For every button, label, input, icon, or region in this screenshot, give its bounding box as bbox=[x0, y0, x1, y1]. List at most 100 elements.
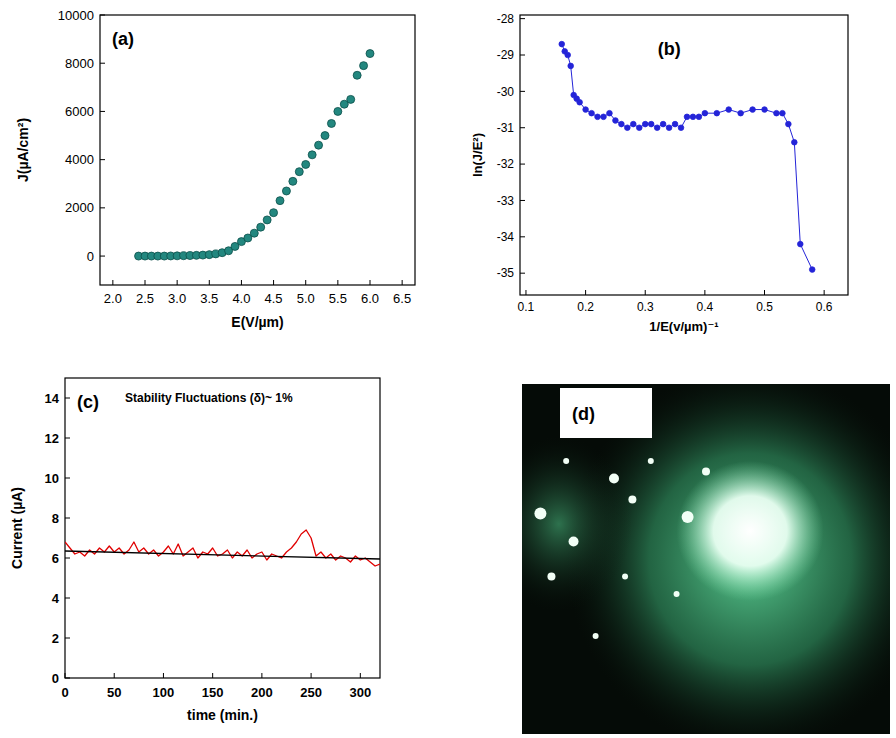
y-tick bbox=[520, 91, 525, 92]
y-tick-label: 6 bbox=[52, 551, 59, 566]
data-point bbox=[315, 141, 323, 149]
y-tick-label: 10000 bbox=[58, 8, 94, 23]
x-tick bbox=[163, 673, 164, 678]
y-tick bbox=[100, 63, 105, 64]
y-tick bbox=[100, 159, 105, 160]
data-point bbox=[353, 71, 361, 79]
data-point bbox=[295, 168, 303, 176]
data-point bbox=[648, 121, 654, 127]
x-tick-label: 3.0 bbox=[168, 291, 186, 306]
data-point bbox=[625, 125, 631, 131]
data-point bbox=[270, 209, 278, 217]
data-point bbox=[568, 63, 574, 69]
emission-spot bbox=[682, 511, 694, 523]
x-tick bbox=[764, 290, 765, 295]
x-tick-label: 0.6 bbox=[816, 300, 833, 314]
data-point bbox=[774, 110, 780, 116]
y-tick bbox=[520, 164, 525, 165]
emission-spot bbox=[534, 508, 546, 520]
x-tick bbox=[112, 280, 113, 285]
y-tick-label: 0 bbox=[87, 249, 94, 264]
y-tick bbox=[65, 598, 70, 599]
x-tick-label: 3.5 bbox=[200, 291, 218, 306]
x-tick bbox=[525, 290, 526, 295]
data-area bbox=[65, 530, 380, 566]
emission-spot bbox=[569, 537, 579, 547]
data-point bbox=[289, 177, 297, 185]
y-tick-label: -35 bbox=[497, 266, 515, 280]
data-point bbox=[263, 216, 271, 224]
x-tick bbox=[177, 280, 178, 285]
data-point bbox=[613, 118, 619, 124]
x-tick-label: 4.0 bbox=[232, 291, 250, 306]
y-tick bbox=[100, 207, 105, 208]
x-tick-label: 0.3 bbox=[637, 300, 654, 314]
panel-letter: (b) bbox=[658, 39, 681, 59]
plot-frame bbox=[100, 15, 415, 285]
data-point bbox=[809, 267, 815, 273]
data-point bbox=[714, 110, 720, 116]
y-tick bbox=[100, 15, 105, 16]
data-point bbox=[276, 197, 284, 205]
series-line bbox=[65, 530, 380, 566]
plot-frame bbox=[65, 378, 380, 678]
x-tick-label: 250 bbox=[300, 685, 322, 700]
data-point bbox=[636, 125, 642, 131]
y-tick bbox=[520, 273, 525, 274]
x-tick bbox=[209, 280, 210, 285]
panel-letter: (d) bbox=[572, 404, 595, 424]
data-point bbox=[762, 107, 768, 113]
x-tick bbox=[585, 290, 586, 295]
data-point bbox=[601, 114, 607, 120]
series-line bbox=[562, 44, 812, 269]
data-point bbox=[726, 107, 732, 113]
data-point bbox=[792, 139, 798, 145]
y-tick-label: 2 bbox=[52, 631, 59, 646]
x-tick bbox=[360, 673, 361, 678]
y-axis-title: Current (µA) bbox=[9, 487, 25, 569]
y-tick-label: 8 bbox=[52, 511, 59, 526]
x-tick-label: 6.5 bbox=[393, 291, 411, 306]
panel: 05010015020025030002468101214time (min.)… bbox=[9, 378, 380, 723]
emission-spot bbox=[674, 591, 680, 597]
y-tick-label: 0 bbox=[52, 671, 59, 686]
y-tick-label: -28 bbox=[497, 12, 515, 26]
photo-panel: (d) bbox=[485, 367, 896, 738]
data-point bbox=[619, 121, 625, 127]
data-point bbox=[738, 110, 744, 116]
x-tick-label: 200 bbox=[251, 685, 273, 700]
data-point bbox=[696, 114, 702, 120]
y-tick bbox=[65, 438, 70, 439]
x-tick-label: 4.5 bbox=[265, 291, 283, 306]
y-tick bbox=[65, 678, 70, 679]
x-axis-title: time (min.) bbox=[187, 707, 258, 723]
data-point bbox=[321, 132, 329, 140]
x-tick-label: 2.0 bbox=[104, 291, 122, 306]
x-tick-label: 5.0 bbox=[297, 291, 315, 306]
x-tick-label: 0 bbox=[61, 685, 68, 700]
x-tick-label: 0.1 bbox=[518, 300, 535, 314]
data-point bbox=[334, 107, 342, 115]
x-axis-title: 1/E(v/µm)⁻¹ bbox=[649, 319, 718, 334]
y-tick-label: -32 bbox=[497, 157, 515, 171]
panel: 0.10.20.30.40.50.6-28-29-30-31-32-33-34-… bbox=[470, 12, 848, 334]
data-point bbox=[302, 160, 310, 168]
y-tick-label: 2000 bbox=[65, 200, 94, 215]
y-tick bbox=[65, 398, 70, 399]
x-tick-label: 300 bbox=[349, 685, 371, 700]
x-tick-label: 6.0 bbox=[361, 291, 379, 306]
x-tick-label: 0.2 bbox=[577, 300, 594, 314]
data-point bbox=[678, 125, 684, 131]
data-point bbox=[347, 95, 355, 103]
data-point bbox=[577, 99, 583, 105]
data-point bbox=[565, 52, 571, 58]
y-tick-label: -30 bbox=[497, 85, 515, 99]
data-point bbox=[654, 125, 660, 131]
y-tick bbox=[520, 18, 525, 19]
label-box bbox=[560, 388, 652, 438]
data-point bbox=[780, 110, 786, 116]
y-tick-label: -31 bbox=[497, 121, 515, 135]
x-tick bbox=[645, 290, 646, 295]
x-tick-label: 50 bbox=[107, 685, 121, 700]
y-tick-label: 8000 bbox=[65, 56, 94, 71]
